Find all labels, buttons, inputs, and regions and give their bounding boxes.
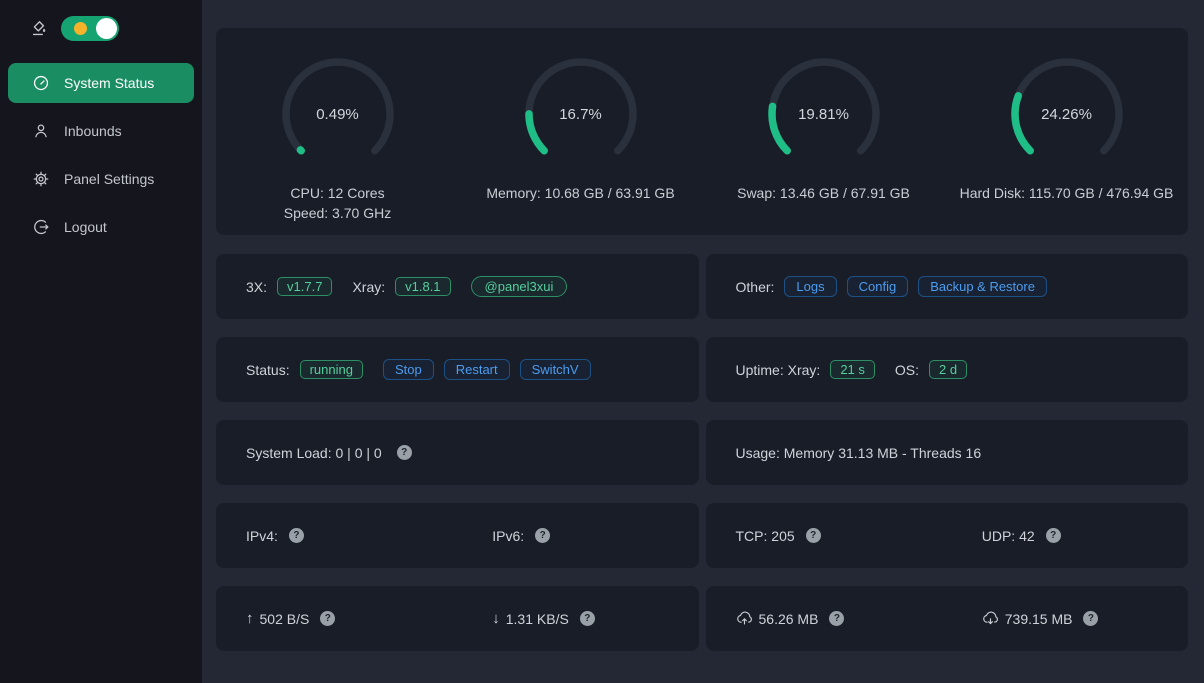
help-icon[interactable]: ? bbox=[535, 528, 551, 543]
total-received-cell: 739.15 MB ? bbox=[952, 611, 1188, 627]
cpu-label-line1: CPU: 12 Cores bbox=[290, 185, 385, 201]
main-content: 0.49% CPU: 12 Cores Speed: 3.70 GHz 16.7… bbox=[202, 0, 1204, 683]
help-icon[interactable]: ? bbox=[579, 611, 595, 626]
status-rows: 3X: v1.7.7 Xray: v1.8.1 @panel3xui Other… bbox=[216, 254, 1188, 651]
network-speed-card: ↑ 502 B/S ? ↓ 1.31 KB/S ? bbox=[216, 586, 699, 651]
traffic-totals-card: 56.26 MB ? 739.15 MB ? bbox=[705, 586, 1188, 651]
switch-version-button[interactable]: SwitchV bbox=[519, 359, 591, 380]
connections-card: TCP: 205 ? UDP: 42 ? bbox=[705, 503, 1188, 568]
uptime-card: Uptime: Xray: 21 s OS: 2 d bbox=[705, 337, 1188, 402]
udp-cell: UDP: 42 ? bbox=[952, 528, 1188, 544]
cpu-label-line2: Speed: 3.70 GHz bbox=[283, 205, 392, 221]
ipv4-label: IPv4: bbox=[246, 527, 278, 544]
gear-icon bbox=[32, 170, 50, 188]
usage-card: Usage: Memory 31.13 MB - Threads 16 bbox=[705, 420, 1188, 485]
system-load-card: System Load: 0 | 0 | 0 ? bbox=[216, 420, 699, 485]
uptime-os-label: OS: bbox=[894, 361, 920, 378]
sidebar: System Status Inbounds Panel Settings bbox=[0, 0, 202, 683]
paint-theme-icon bbox=[30, 19, 49, 38]
memory-gauge-arc bbox=[524, 58, 637, 155]
tcp-count: TCP: 205 bbox=[735, 527, 795, 544]
toggle-knob bbox=[96, 18, 117, 39]
disk-label: Hard Disk: 115.70 GB / 476.94 GB bbox=[959, 185, 1174, 201]
swap-gauge-arc bbox=[767, 58, 880, 155]
gauge-swap: 19.81% Swap: 13.46 GB / 67.91 GB bbox=[702, 54, 945, 235]
sidebar-nav: System Status Inbounds Panel Settings bbox=[0, 63, 202, 247]
sidebar-item-label: Inbounds bbox=[64, 123, 122, 139]
memory-percent: 16.7% bbox=[559, 105, 602, 123]
ipv6-label: IPv6: bbox=[492, 527, 525, 544]
help-icon[interactable]: ? bbox=[396, 445, 412, 460]
disk-percent: 24.26% bbox=[1041, 105, 1092, 123]
gauge-disk: 24.26% Hard Disk: 115.70 GB / 476.94 GB bbox=[945, 54, 1188, 235]
other-label: Other: bbox=[735, 278, 775, 295]
upload-speed: 502 B/S bbox=[259, 610, 310, 627]
status-label: Status: bbox=[246, 361, 290, 378]
gauge-cpu: 0.49% CPU: 12 Cores Speed: 3.70 GHz bbox=[216, 54, 459, 235]
sidebar-top bbox=[0, 16, 202, 41]
sidebar-item-label: Panel Settings bbox=[64, 171, 155, 187]
logs-button[interactable]: Logs bbox=[784, 276, 837, 297]
help-icon[interactable]: ? bbox=[1045, 528, 1061, 543]
sun-icon bbox=[74, 22, 87, 35]
uptime-xray-badge: 21 s bbox=[830, 360, 875, 379]
download-speed: 1.31 KB/S bbox=[505, 610, 569, 627]
version-3x-tag: v1.7.7 bbox=[277, 277, 333, 296]
version-3x-label: 3X: bbox=[246, 278, 268, 295]
help-icon[interactable]: ? bbox=[1083, 611, 1099, 626]
uptime-os-badge: 2 d bbox=[929, 360, 968, 379]
sidebar-item-system-status[interactable]: System Status bbox=[8, 63, 194, 103]
cloud-upload-icon bbox=[736, 611, 753, 626]
system-overview-card: 0.49% CPU: 12 Cores Speed: 3.70 GHz 16.7… bbox=[216, 28, 1188, 235]
xray-status-card: Status: running Stop Restart SwitchV bbox=[216, 337, 699, 402]
help-icon[interactable]: ? bbox=[288, 528, 304, 543]
uptime-xray-label: Uptime: Xray: bbox=[735, 361, 821, 378]
usage-text: Usage: Memory 31.13 MB - Threads 16 bbox=[735, 444, 982, 461]
sidebar-item-logout[interactable]: Logout bbox=[8, 207, 194, 247]
total-received: 739.15 MB bbox=[1004, 610, 1073, 627]
help-icon[interactable]: ? bbox=[829, 611, 845, 626]
system-load-text: System Load: 0 | 0 | 0 bbox=[246, 444, 382, 461]
config-button[interactable]: Config bbox=[846, 276, 909, 297]
swap-label: Swap: 13.46 GB / 67.91 GB bbox=[737, 185, 910, 201]
cpu-gauge-arc bbox=[281, 58, 394, 155]
cpu-percent: 0.49% bbox=[316, 105, 359, 123]
telegram-link-tag[interactable]: @panel3xui bbox=[470, 276, 568, 297]
version-xray-tag: v1.8.1 bbox=[395, 277, 451, 296]
tcp-cell: TCP: 205 ? bbox=[706, 528, 942, 544]
gauge-memory: 16.7% Memory: 10.68 GB / 63.91 GB bbox=[459, 54, 702, 235]
status-running-badge: running bbox=[299, 360, 363, 379]
sidebar-item-inbounds[interactable]: Inbounds bbox=[8, 111, 194, 151]
version-card: 3X: v1.7.7 Xray: v1.8.1 @panel3xui bbox=[216, 254, 699, 319]
logout-icon bbox=[32, 218, 50, 236]
memory-label: Memory: 10.68 GB / 63.91 GB bbox=[486, 185, 675, 201]
stop-button[interactable]: Stop bbox=[382, 359, 434, 380]
sidebar-item-label: Logout bbox=[64, 219, 107, 235]
cloud-download-icon bbox=[982, 611, 999, 626]
sidebar-item-label: System Status bbox=[64, 75, 155, 91]
sidebar-item-panel-settings[interactable]: Panel Settings bbox=[8, 159, 194, 199]
ipv4-cell: IPv4: ? bbox=[216, 528, 452, 544]
disk-gauge-arc bbox=[1010, 58, 1123, 155]
download-speed-cell: ↓ 1.31 KB/S ? bbox=[462, 610, 698, 627]
restart-button[interactable]: Restart bbox=[443, 359, 510, 380]
total-sent-cell: 56.26 MB ? bbox=[706, 611, 942, 627]
other-card: Other: Logs Config Backup & Restore bbox=[705, 254, 1188, 319]
swap-percent: 19.81% bbox=[798, 105, 849, 123]
dashboard-icon bbox=[32, 74, 50, 92]
user-icon bbox=[32, 122, 50, 140]
cpu-label: CPU: 12 Cores Speed: 3.70 GHz bbox=[284, 183, 391, 223]
ipv6-cell: IPv6: ? bbox=[462, 528, 698, 544]
arrow-up-icon: ↑ bbox=[246, 610, 254, 627]
arrow-down-icon: ↓ bbox=[492, 610, 500, 627]
help-icon[interactable]: ? bbox=[805, 528, 821, 543]
help-icon[interactable]: ? bbox=[320, 611, 336, 626]
upload-speed-cell: ↑ 502 B/S ? bbox=[216, 610, 452, 627]
total-sent: 56.26 MB bbox=[758, 610, 819, 627]
backup-restore-button[interactable]: Backup & Restore bbox=[918, 276, 1047, 297]
udp-count: UDP: 42 bbox=[981, 527, 1035, 544]
ip-card: IPv4: ? IPv6: ? bbox=[216, 503, 699, 568]
version-xray-label: Xray: bbox=[352, 278, 386, 295]
theme-toggle[interactable] bbox=[61, 16, 119, 41]
